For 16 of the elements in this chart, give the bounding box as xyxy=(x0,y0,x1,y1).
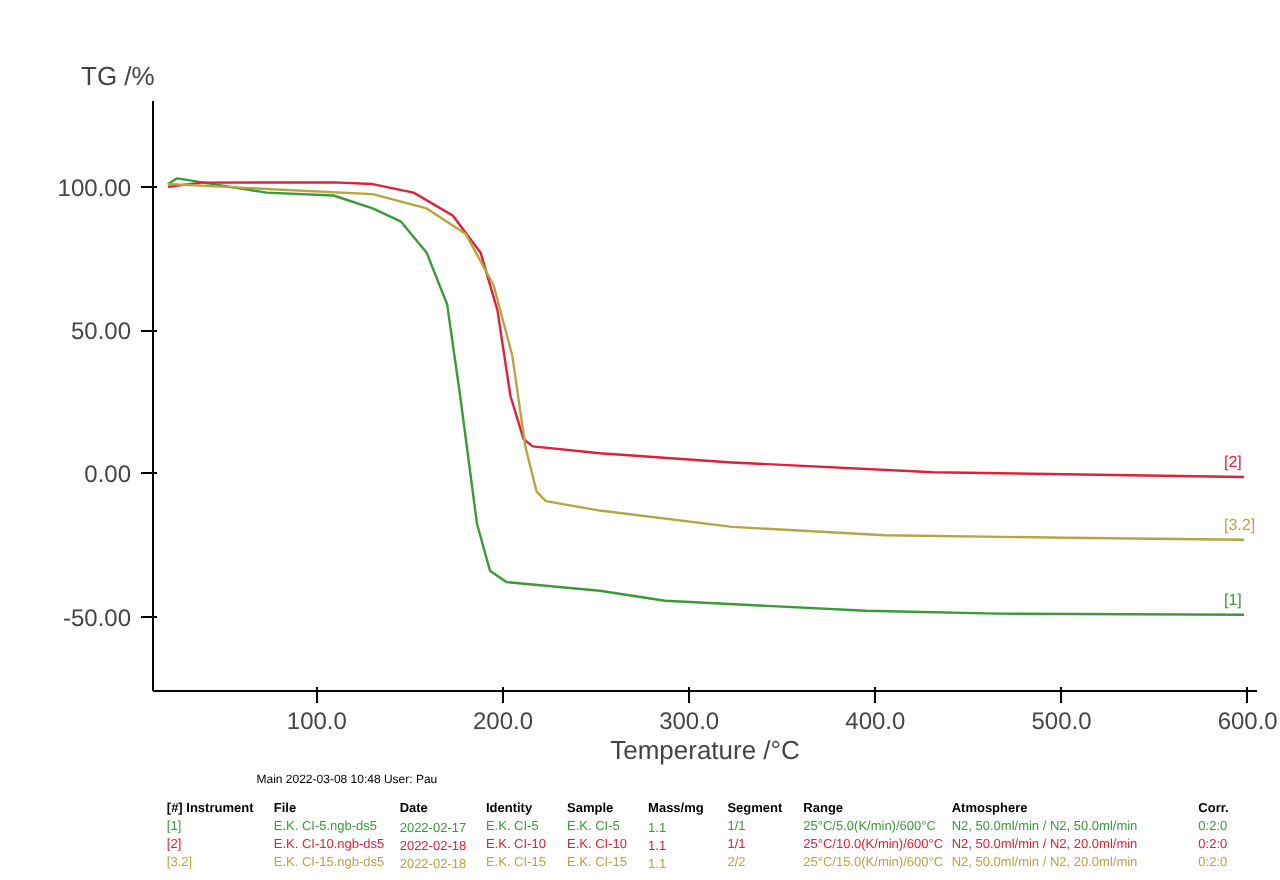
y-tick-label: -50.00 xyxy=(62,603,132,632)
x-tick-label: 400.0 xyxy=(845,707,907,735)
x-tick-label: 200.0 xyxy=(472,707,534,735)
x-tick-label: 100.0 xyxy=(286,707,348,735)
y-tick-label: 50.00 xyxy=(70,317,132,346)
x-tick-label: 500.0 xyxy=(1031,707,1093,735)
series-label: [1] xyxy=(1223,590,1242,609)
y-tick-label: 0.00 xyxy=(84,460,132,489)
series-label: [3.2] xyxy=(1223,515,1256,534)
y-axis-title: TG /% xyxy=(81,61,156,91)
x-tick-label: 600.0 xyxy=(1217,707,1279,735)
line-series xyxy=(166,181,1246,479)
series-label: [2] xyxy=(1223,453,1242,472)
x-tick-label: 300.0 xyxy=(659,707,720,735)
y-tick-label: 100.00 xyxy=(57,173,132,202)
x-axis-title: Temperature /°C xyxy=(610,735,800,765)
